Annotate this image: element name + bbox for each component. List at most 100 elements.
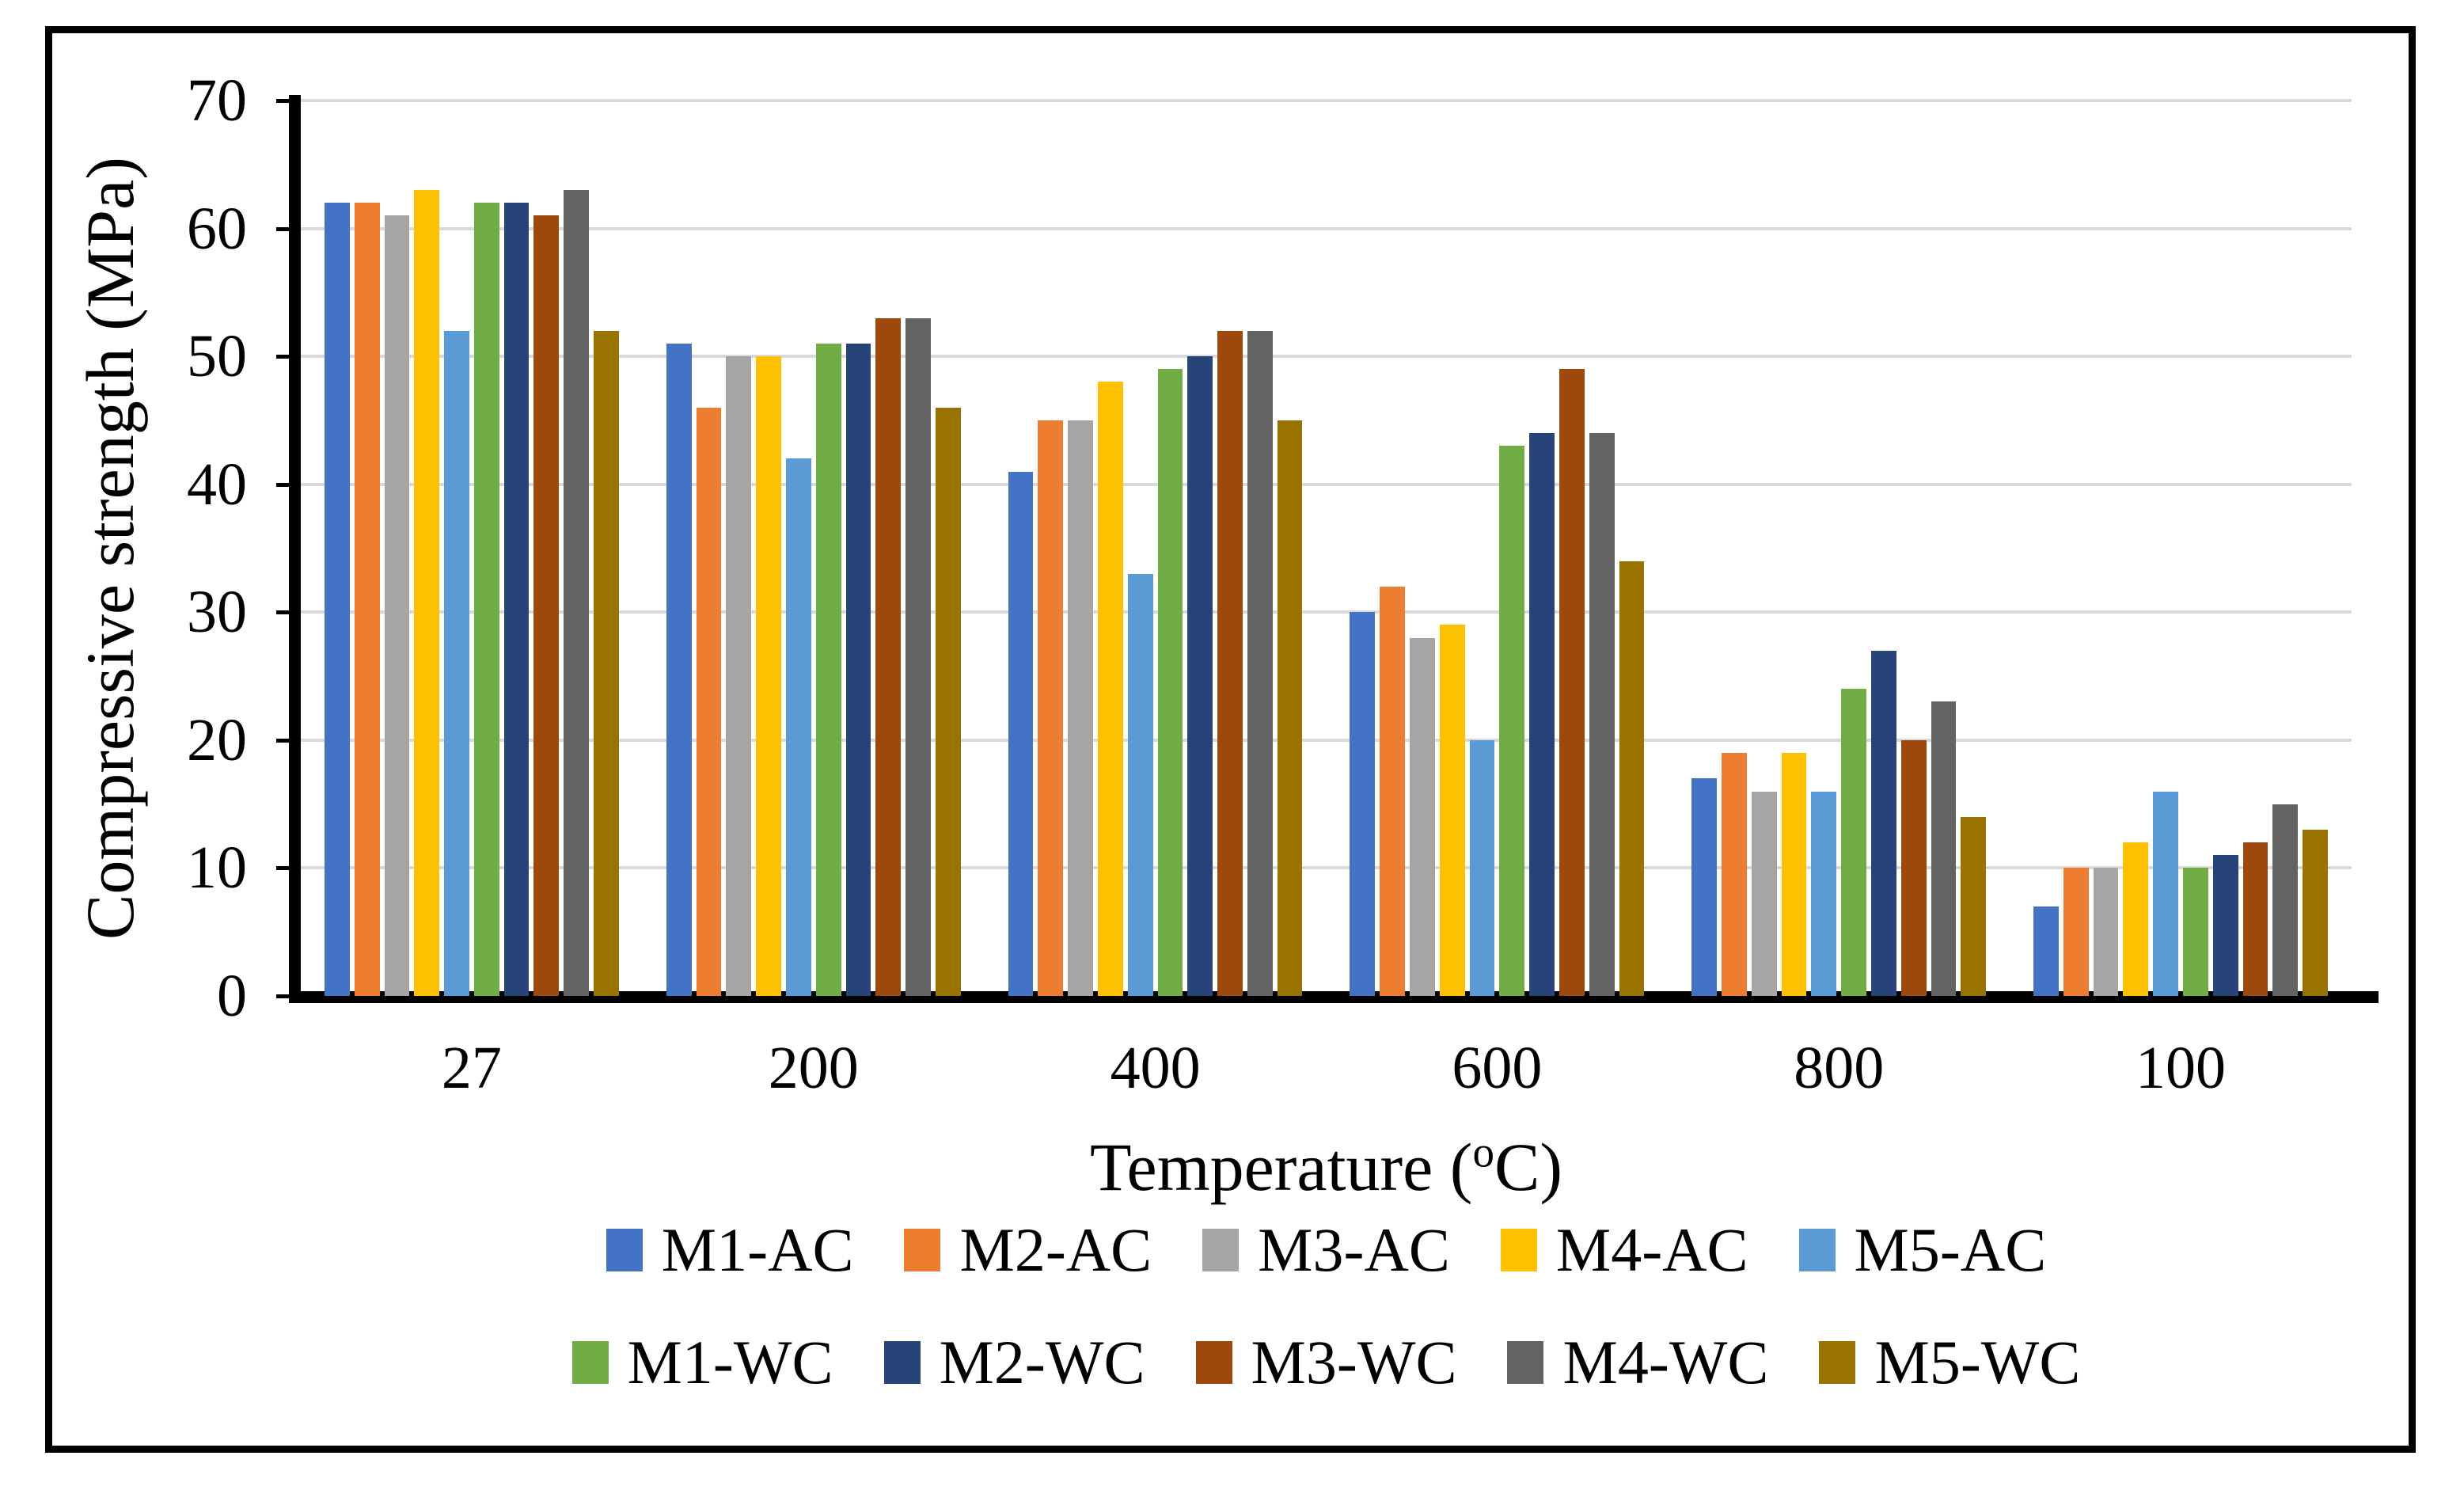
gridline-20 [301, 738, 2352, 742]
bar-M5-WC-27 [594, 330, 619, 996]
bar-M5-AC-800 [1811, 791, 1837, 996]
legend-item-M4-WC: M4-WC [1507, 1329, 1768, 1396]
bar-M3-AC-600 [1410, 637, 1435, 996]
y-tick-label-70: 70 [187, 67, 247, 134]
gridline-40 [301, 482, 2352, 486]
bar-group-800 [1668, 101, 2010, 996]
legend-item-M1-WC: M1-WC [571, 1328, 833, 1397]
bar-M4-AC-600 [1439, 625, 1465, 996]
bar-M1-AC-800 [1691, 778, 1718, 996]
y-axis-line [276, 95, 301, 1001]
x-tick-label-200: 200 [768, 1035, 859, 1101]
x-axis-title-superscript: o [1472, 1127, 1494, 1176]
legend-swatch-M5-AC [1798, 1229, 1836, 1271]
legend-label-M1-AC: M1-AC [661, 1215, 854, 1284]
bar-M2-WC-400 [1187, 356, 1213, 996]
bar-M5-AC-600 [1469, 739, 1495, 996]
bar-M4-WC-400 [1247, 330, 1273, 996]
bar-M4-WC-800 [1931, 701, 1957, 996]
legend-swatch-M2-AC [904, 1229, 941, 1271]
x-tick-label-800: 800 [1794, 1035, 1885, 1101]
legend-swatch-M4-AC [1500, 1229, 1537, 1271]
legend-row-2: M1-WC M2-WC M3-WC M4-WC M5-WC [301, 1329, 2352, 1396]
bar-M3-AC-400 [1068, 420, 1093, 996]
y-tick-label-10: 10 [187, 834, 247, 902]
bar-M4-AC-800 [1781, 753, 1807, 996]
bar-M3-WC-100 [2242, 842, 2268, 996]
bar-M1-AC-27 [325, 203, 350, 996]
legend-label-M5-WC: M5-WC [1874, 1328, 2081, 1397]
legend-label-M1-WC: M1-WC [627, 1328, 833, 1397]
gridline-10 [301, 866, 2352, 870]
bar-M5-WC-200 [935, 407, 961, 996]
x-axis-title: Temperature (oC) [301, 1127, 2352, 1207]
y-tick-label-40: 40 [187, 450, 247, 518]
y-tick-mark-0 [276, 994, 289, 998]
bar-M2-AC-200 [696, 407, 722, 996]
x-axis-title-suffix: C) [1494, 1129, 1562, 1205]
legend-item-M1-AC: M1-AC [606, 1215, 854, 1284]
bar-M1-WC-27 [473, 203, 499, 996]
y-tick-mark-70 [276, 99, 289, 103]
bar-M2-AC-400 [1038, 420, 1064, 996]
legend-swatch-M5-WC [1819, 1341, 1856, 1384]
bar-M4-WC-200 [905, 317, 931, 996]
legend-label-M5-AC: M5-AC [1854, 1215, 2047, 1284]
gridline-50 [301, 355, 2352, 359]
bar-M4-WC-100 [2272, 804, 2299, 996]
bar-M5-WC-800 [1961, 816, 1987, 996]
plot-area [301, 99, 2352, 996]
bar-M2-AC-800 [1722, 753, 1747, 996]
bar-M3-WC-600 [1559, 369, 1585, 996]
x-axis-tick-labels: 27 200 400 600 800 100 [301, 1032, 2352, 1104]
bar-M2-AC-27 [354, 203, 380, 996]
bar-M3-AC-100 [2093, 868, 2119, 996]
legend: M1-AC M2-AC M3-AC M4-AC M5-AC M1-WC M2-WC M3-WC… [301, 1217, 2352, 1396]
legend-item-M3-WC: M3-WC [1195, 1328, 1457, 1397]
bar-M2-WC-600 [1529, 433, 1555, 996]
bar-group-600 [1326, 101, 1668, 996]
bar-M5-AC-400 [1127, 573, 1153, 996]
bar-M2-WC-200 [845, 344, 871, 996]
bar-M2-WC-100 [2212, 855, 2238, 996]
bar-M3-AC-800 [1751, 791, 1777, 996]
legend-item-M2-WC: M2-WC [883, 1329, 1145, 1396]
bar-M1-WC-400 [1157, 369, 1183, 996]
bar-M3-WC-800 [1900, 739, 1927, 996]
y-tick-mark-40 [276, 482, 289, 487]
chart-frame: Compressive strength (MPa) 0 10 20 30 40 50 60… [45, 26, 2416, 1453]
bar-M3-AC-27 [384, 215, 410, 996]
x-tick-label-600: 600 [1452, 1035, 1543, 1101]
y-tick-mark-50 [276, 355, 289, 359]
legend-swatch-M3-AC [1202, 1229, 1240, 1271]
bar-group-400 [985, 101, 1327, 996]
y-tick-mark-10 [276, 866, 289, 871]
bar-M4-AC-100 [2123, 842, 2149, 996]
bar-M2-WC-27 [503, 203, 530, 996]
bar-M4-AC-27 [414, 190, 440, 996]
legend-swatch-M1-WC [571, 1341, 609, 1384]
legend-label-M3-WC: M3-WC [1251, 1328, 1457, 1397]
bar-M2-AC-600 [1380, 586, 1406, 996]
legend-row-1: M1-AC M2-AC M3-AC M4-AC M5-AC [301, 1217, 2352, 1283]
y-axis-tick-labels: 0 10 20 30 40 50 60 70 [52, 70, 274, 1026]
gridline-30 [301, 610, 2352, 614]
y-tick-mark-60 [276, 226, 289, 231]
gridline-60 [301, 226, 2352, 230]
x-tick-label-400: 400 [1110, 1035, 1201, 1101]
bar-M3-WC-400 [1217, 330, 1243, 996]
bar-M4-WC-27 [564, 190, 590, 996]
bar-group-100 [2010, 101, 2352, 996]
bar-M1-AC-600 [1350, 612, 1376, 996]
bar-M5-WC-400 [1277, 420, 1303, 996]
bar-M3-WC-200 [875, 317, 902, 996]
bar-M4-AC-400 [1098, 382, 1123, 996]
legend-swatch-M1-AC [606, 1229, 643, 1271]
bar-M2-WC-800 [1871, 650, 1896, 996]
y-tick-label-0: 0 [217, 963, 247, 1029]
y-tick-label-30: 30 [187, 579, 247, 646]
y-tick-label-20: 20 [187, 706, 247, 773]
bar-M2-AC-100 [2063, 868, 2089, 996]
bar-group-27 [301, 101, 643, 996]
gridline-70 [301, 99, 2352, 102]
